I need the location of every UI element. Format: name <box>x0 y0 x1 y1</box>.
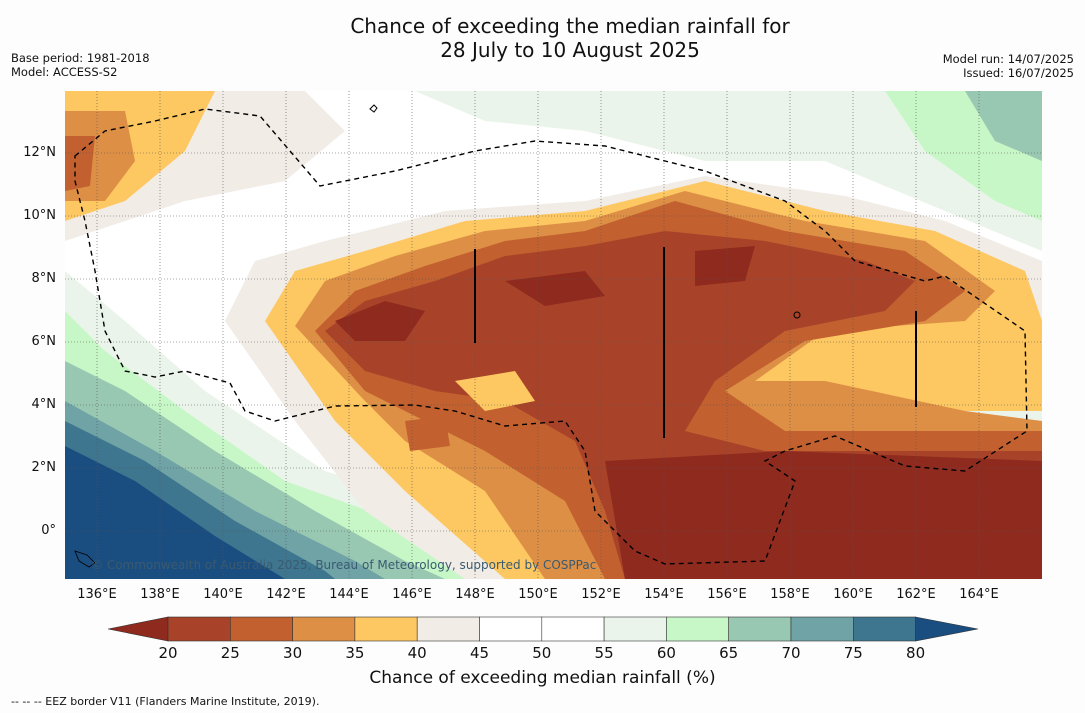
metadata-left: Base period: 1981-2018 Model: ACCESS-S2 <box>11 51 150 79</box>
colorbar-tick-label: 80 <box>906 644 926 662</box>
model-name: Model: ACCESS-S2 <box>11 65 118 79</box>
issued-date: Issued: 16/07/2025 <box>963 66 1074 80</box>
colorbar-tick-label: 45 <box>469 644 490 662</box>
lon-label: 144°E <box>329 587 369 602</box>
title-line-1: Chance of exceeding the median rainfall … <box>350 14 790 38</box>
colorbar-segment <box>728 616 792 642</box>
lon-label: 150°E <box>518 587 558 602</box>
colorbar-segment <box>479 616 543 642</box>
colorbar-segment <box>167 616 231 642</box>
colorbar-segment <box>292 616 356 642</box>
colorbar-tick-label: 55 <box>594 644 614 662</box>
lon-label: 152°E <box>581 587 621 602</box>
colorbar-tick-label: 30 <box>283 644 303 662</box>
lat-label: 8°N <box>31 271 57 286</box>
base-period: Base period: 1981-2018 <box>11 51 150 65</box>
lon-label: 160°E <box>833 587 873 602</box>
colorbar-tick-label: 60 <box>656 644 676 662</box>
lon-label: 162°E <box>896 587 936 602</box>
lat-label: 6°N <box>31 334 57 349</box>
copyright-notice: © Commonwealth of Australia 2025, Bureau… <box>91 558 597 572</box>
colorbar <box>108 616 978 642</box>
lon-label: 136°E <box>77 587 117 602</box>
colorbar-tick-label: 25 <box>220 644 240 662</box>
lon-label: 138°E <box>140 587 180 602</box>
lon-label: 164°E <box>959 587 999 602</box>
lat-label: 10°N <box>23 208 56 223</box>
lon-label: 158°E <box>770 587 810 602</box>
title-line-2: 28 July to 10 August 2025 <box>440 38 700 62</box>
colorbar-segments <box>108 616 978 642</box>
colorbar-segment <box>354 616 418 642</box>
colorbar-segment <box>790 616 854 642</box>
colorbar-tick-label: 65 <box>719 644 739 662</box>
colorbar-segment <box>416 616 480 642</box>
lon-label: 148°E <box>455 587 495 602</box>
colorbar-tick-label: 35 <box>345 644 365 662</box>
colorbar-tick-label: 75 <box>843 644 863 662</box>
map-canvas <box>65 91 1042 579</box>
eez-legend-note: -- -- -- EEZ border V11 (Flanders Marine… <box>11 695 320 708</box>
lon-label: 156°E <box>707 587 747 602</box>
lat-label: 12°N <box>23 145 56 160</box>
colorbar-tick-label: 70 <box>781 644 801 662</box>
colorbar-title: Chance of exceeding median rainfall (%) <box>369 668 716 688</box>
colorbar-tick-label: 20 <box>158 644 178 662</box>
colorbar-tick-label: 50 <box>532 644 552 662</box>
map-title: Chance of exceeding the median rainfall … <box>0 14 1085 62</box>
colorbar-high-arrow <box>915 616 978 642</box>
colorbar-segment <box>541 616 605 642</box>
colorbar-segment <box>852 616 916 642</box>
lon-label: 146°E <box>392 587 432 602</box>
lon-label: 154°E <box>644 587 684 602</box>
lat-label: 0° <box>41 523 56 538</box>
lon-label: 140°E <box>203 587 243 602</box>
colorbar-segment <box>666 616 730 642</box>
colorbar-segment <box>603 616 667 642</box>
rainfall-map <box>65 91 1042 579</box>
colorbar-tick-label: 40 <box>407 644 427 662</box>
lon-label: 142°E <box>266 587 306 602</box>
lat-label: 4°N <box>31 397 57 412</box>
metadata-right: Model run: 14/07/2025 Issued: 16/07/2025 <box>943 52 1074 80</box>
colorbar-low-arrow <box>108 616 169 642</box>
colorbar-segment <box>230 616 293 642</box>
model-run: Model run: 14/07/2025 <box>942 52 1074 66</box>
lat-label: 2°N <box>31 460 57 475</box>
